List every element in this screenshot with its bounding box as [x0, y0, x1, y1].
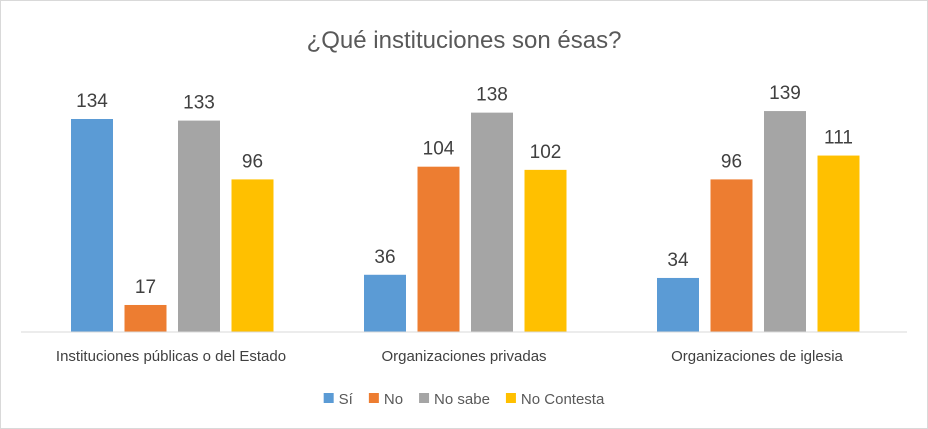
category-label-2: Organizaciones de iglesia: [671, 348, 843, 365]
legend-label-1: No: [384, 391, 403, 408]
bar-2-2: [764, 111, 806, 332]
bar-1-0: [124, 304, 167, 332]
bar-2-1: [471, 112, 513, 333]
legend: Sí No No sabe No Contesta: [323, 391, 605, 408]
legend-swatch-1: [368, 393, 379, 403]
legend-label-0: Sí: [339, 391, 354, 408]
data-label-2-1: 138: [476, 85, 508, 106]
bar-2-0: [178, 120, 220, 332]
bar-1-2: [710, 179, 753, 332]
legend-swatch-3: [505, 393, 516, 403]
bar-3-0: [231, 179, 274, 332]
legend-label-2: No sabe: [434, 391, 490, 408]
bars-layer: [71, 111, 860, 333]
bar-3-2: [817, 155, 860, 332]
data-label-1-1: 104: [423, 139, 455, 160]
data-label-3-0: 96: [242, 151, 263, 172]
data-label-0-0: 134: [76, 91, 108, 112]
legend-swatch-2: [419, 393, 430, 403]
legend-swatch-0: [323, 393, 334, 403]
bar-0-1: [364, 274, 406, 332]
data-labels-layer: 134 36 34 17 104 96 133 138 139 96 102 111: [76, 83, 853, 298]
category-label-0: Instituciones públicas o del Estado: [56, 348, 286, 365]
data-label-2-0: 133: [183, 93, 215, 114]
data-label-0-1: 36: [374, 247, 395, 268]
data-label-0-2: 34: [667, 250, 689, 271]
data-label-2-2: 139: [769, 83, 801, 104]
bar-0-2: [657, 277, 699, 332]
bar-1-1: [417, 166, 460, 332]
chart-title: ¿Qué instituciones son ésas?: [307, 27, 622, 54]
bar-3-1: [524, 169, 567, 332]
category-label-1: Organizaciones privadas: [381, 348, 546, 365]
data-label-1-2: 96: [721, 151, 742, 172]
category-labels-layer: Instituciones públicas o del Estado Organ…: [56, 348, 844, 365]
bar-0-0: [71, 119, 113, 332]
legend-label-3: No Contesta: [521, 391, 605, 408]
data-label-1-0: 17: [135, 277, 156, 298]
data-label-3-1: 102: [530, 142, 562, 163]
data-label-3-2: 111: [824, 128, 853, 149]
